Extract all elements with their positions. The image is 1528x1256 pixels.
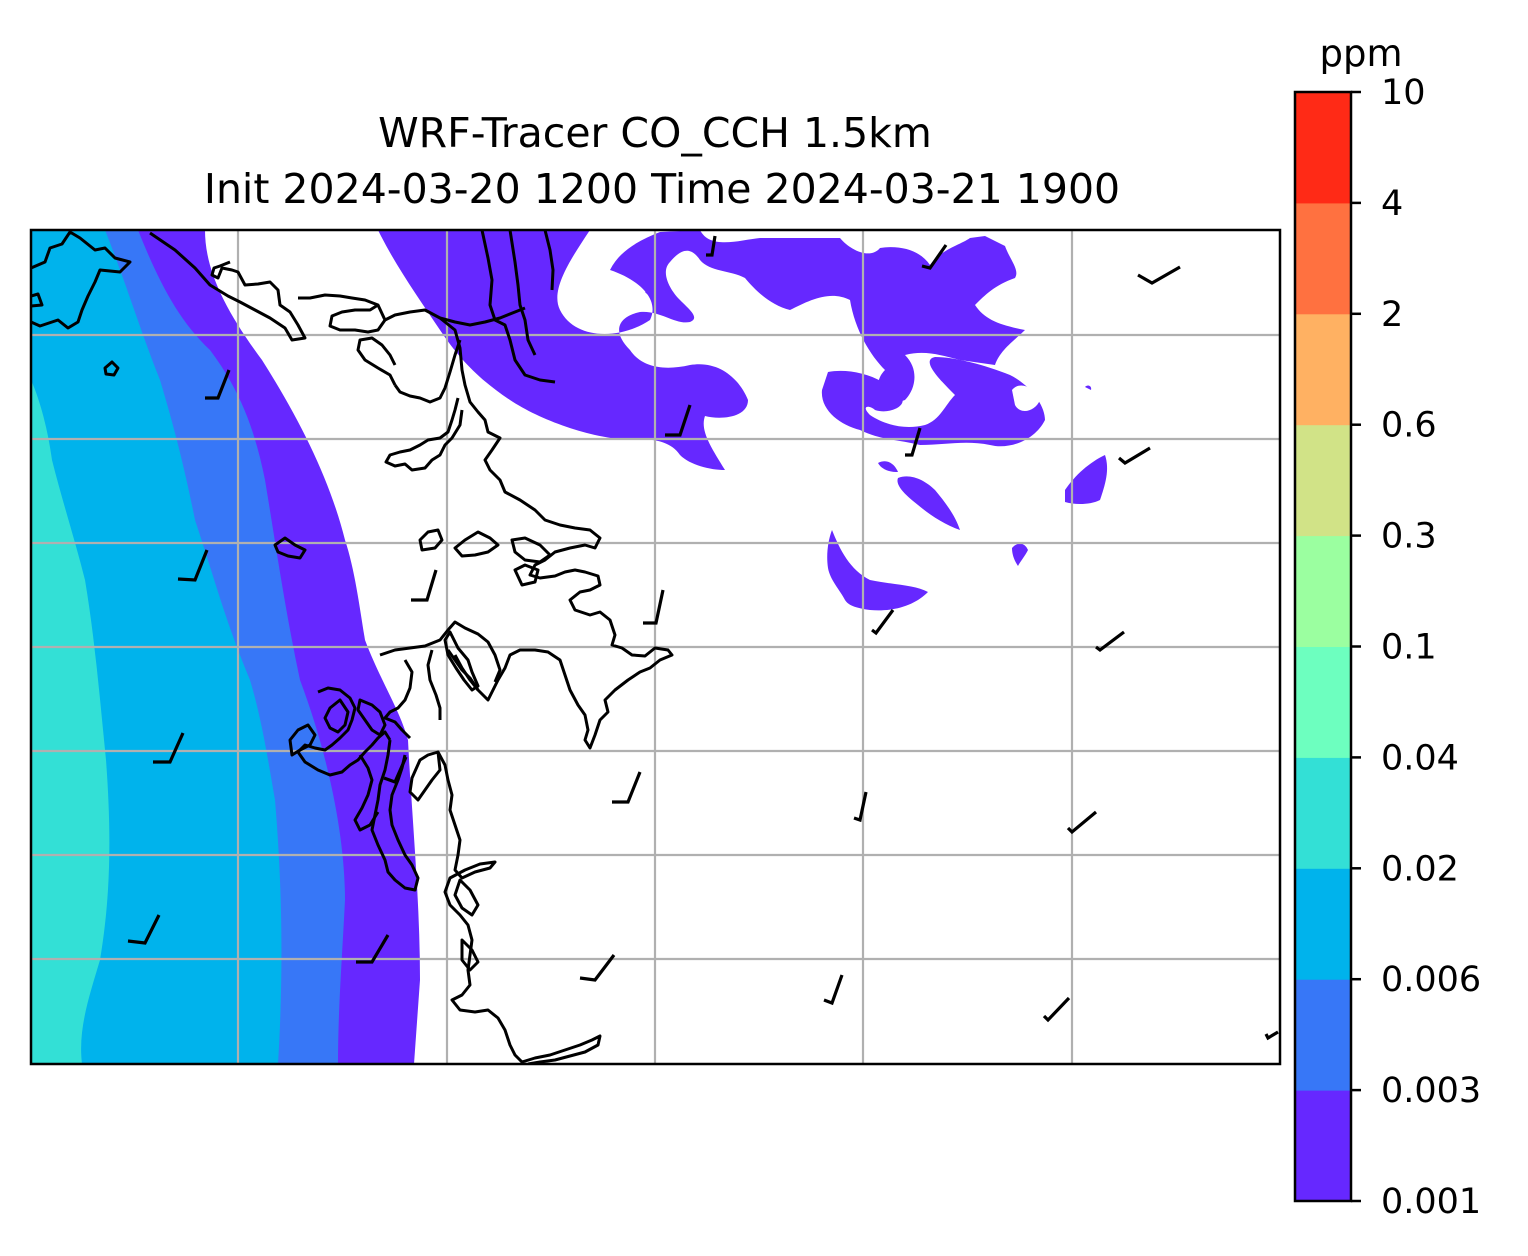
fill-0.02: [31, 380, 110, 1064]
colorbar-tick-label: 10: [1381, 73, 1426, 113]
coastline-island-small-1: [31, 292, 44, 308]
colorbar-segment: [1295, 979, 1351, 1091]
coastline-north-arm: [439, 306, 526, 327]
colorbar-tick-label: 2: [1381, 295, 1403, 335]
colorbar-segment: [1295, 646, 1351, 758]
colorbar-unit-label: ppm: [1319, 32, 1402, 75]
wind-barb: [706, 235, 717, 257]
wind-barb: [643, 589, 665, 625]
colorbar-tick-label: 0.04: [1381, 738, 1459, 778]
wind-barb: [1117, 446, 1151, 465]
title-line-1: WRF-Tracer CO_CCH 1.5km: [378, 109, 932, 157]
colorbar-segment: [1295, 202, 1351, 315]
coastline-sound-inlet: [384, 308, 674, 750]
title-line-2: Init 2024-03-20 1200 Time 2024-03-21 190…: [204, 165, 1120, 213]
colorbar-segment: [1295, 92, 1351, 204]
wind-barb: [153, 732, 185, 764]
fill-patch-east-2: [1012, 385, 1040, 412]
colorbar-tick-label: 0.3: [1381, 517, 1437, 557]
colorbar-tick-label: 0.001: [1381, 1182, 1481, 1222]
fill-patch-east-1: [821, 357, 1045, 447]
colorbar: ppm 0.001 0.003 0.006 0.02 0.04 0.1 0.3 0.6 2 4 10: [1293, 32, 1481, 1222]
wind-barb: [1095, 630, 1125, 652]
colorbar-tick-label: 4: [1381, 184, 1403, 224]
coastline-puget-3: [453, 654, 480, 691]
colorbar-segment: [1295, 1090, 1351, 1202]
colorbar-ticks: 0.001 0.003 0.006 0.02 0.04 0.1 0.3 0.6 2 4 10: [1351, 73, 1481, 1222]
coastline-south-inlet-2: [453, 878, 480, 917]
fill-patch-east-8: [1085, 385, 1092, 390]
coastline-puget-2: [426, 649, 442, 720]
coastline-inner-islands-4: [513, 563, 540, 587]
colorbar-tick-label: 0.006: [1381, 960, 1481, 1000]
coastline-olympic-inlet-1: [323, 698, 350, 734]
wind-barb: [905, 427, 922, 457]
wind-barb: [921, 244, 948, 270]
colorbar-tick-label: 0.6: [1381, 406, 1437, 446]
coastline-south-inlet-1: [408, 750, 442, 802]
fill-patch-east-3: [827, 530, 928, 611]
coastline-inner-islands-2: [453, 530, 500, 558]
coastline-olympic-inlet-3: [288, 723, 317, 757]
map-panel: [31, 230, 1280, 1064]
wind-barb: [579, 954, 616, 982]
wind-barb: [665, 404, 692, 437]
coastline-island-whidbey: [443, 630, 480, 692]
colorbar-segment: [1295, 313, 1351, 426]
fill-patch-east-9: [645, 288, 670, 299]
coastline-south-inlet-3: [460, 938, 480, 972]
wind-barb: [1066, 810, 1098, 835]
map-frame: [29, 228, 1282, 1066]
colorbar-segments: [1295, 92, 1351, 1202]
coastline-hood-canal-2: [353, 754, 380, 832]
colorbar-segment: [1295, 868, 1351, 980]
coastline-inner-3: [384, 397, 464, 472]
coastline-inner-islands-3: [510, 536, 552, 564]
colorbar-segment: [1295, 535, 1351, 647]
coastline-small-island-2: [273, 536, 307, 560]
wind-barb: [1264, 1030, 1279, 1041]
wind-barb: [1042, 996, 1071, 1023]
coastline-puget-1: [383, 659, 414, 740]
wind-barb: [127, 914, 161, 945]
colorbar-segment: [1295, 757, 1351, 869]
coastline-olympic-inlet-2: [356, 698, 387, 737]
fill-patch-east-7: [1012, 543, 1028, 566]
fill-patch-east-6: [1065, 455, 1108, 505]
coastline-hood-canal: [370, 739, 420, 892]
wind-barb: [356, 934, 390, 964]
colorbar-tick-label: 0.003: [1381, 1071, 1481, 1111]
coastline-inner-islands-1: [418, 528, 444, 552]
coastline-mainland-west: [298, 293, 387, 334]
colorbar-tick-label: 0.1: [1381, 628, 1437, 668]
colorbar-tick-label: 0.02: [1381, 849, 1459, 889]
coastline-inner-2: [356, 336, 397, 386]
wind-barb: [205, 369, 231, 400]
fill-patch-east-5: [878, 461, 898, 472]
colorbar-segment: [1295, 424, 1351, 537]
coastline-fraser-1: [480, 230, 556, 384]
wind-barb: [612, 771, 642, 804]
coastline-south-sound: [436, 751, 602, 1064]
wind-barb: [1137, 265, 1181, 285]
fill-patch-east-4: [897, 476, 960, 530]
wind-barb: [383, 756, 408, 785]
wind-barb: [177, 549, 209, 582]
coastline-small-island-1: [103, 360, 120, 377]
wind-barb: [823, 974, 844, 1006]
wind-barbs: [127, 235, 1279, 1041]
coastline-mainland-north: [149, 231, 307, 342]
coastline-peninsula: [379, 620, 502, 683]
coastline-fraser-2: [508, 230, 537, 356]
wind-barb: [871, 609, 895, 636]
wind-barb: [853, 791, 868, 823]
coastlines: [31, 230, 674, 1064]
wind-barb: [411, 569, 438, 602]
coastline-inner-1: [393, 339, 462, 404]
coastline-fraser-3: [543, 230, 555, 291]
coastline-vancouver-island-north: [31, 230, 132, 330]
